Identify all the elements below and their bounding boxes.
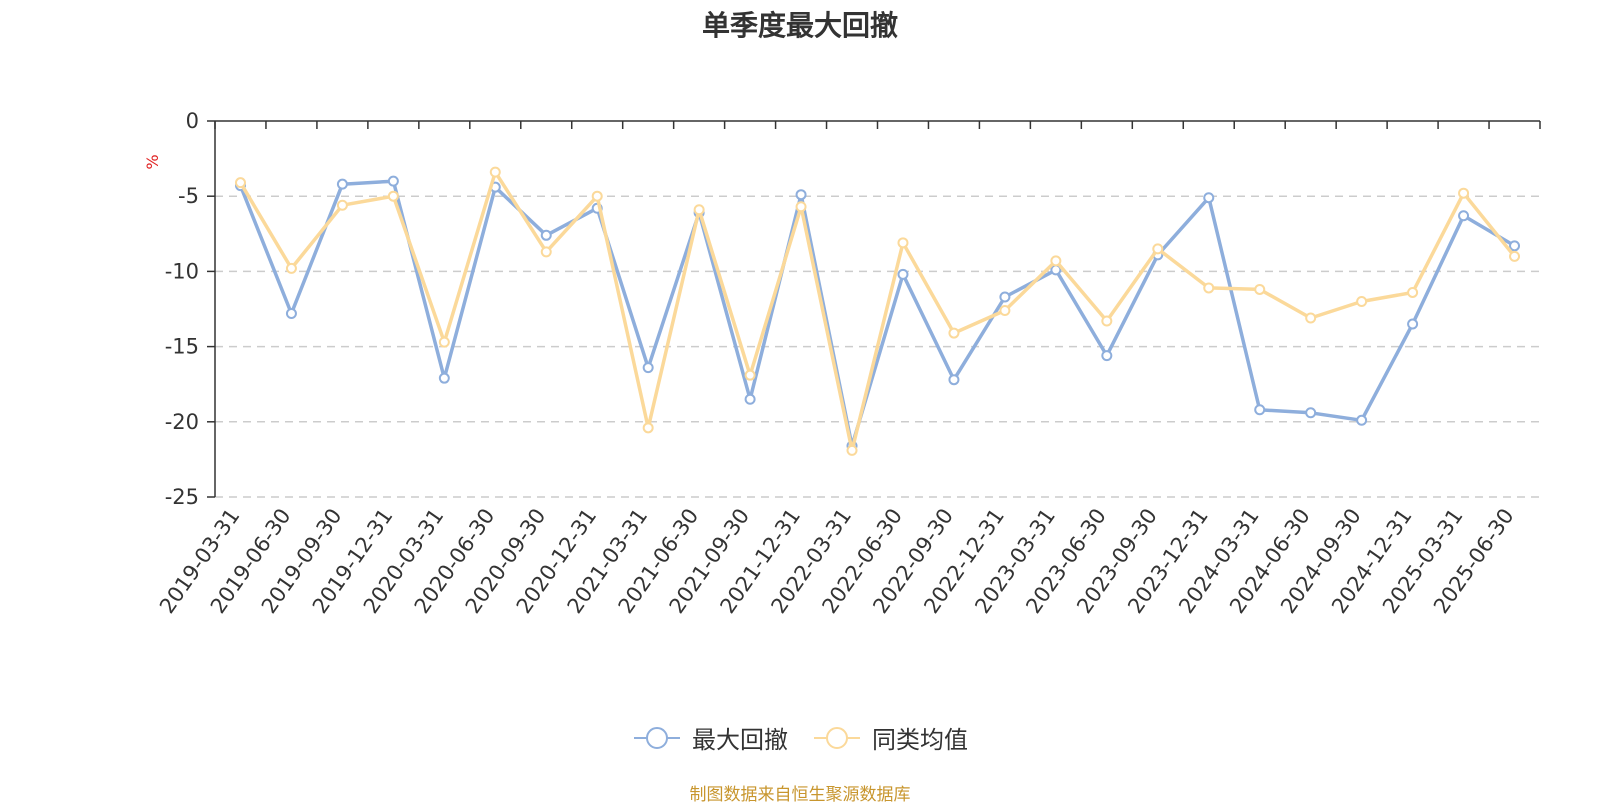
data-point[interactable] bbox=[897, 268, 909, 280]
data-point[interactable] bbox=[591, 190, 603, 202]
data-point[interactable] bbox=[285, 308, 297, 320]
y-tick-label: -5 bbox=[178, 184, 199, 208]
line-chart: 0-5-10-15-20-252019-03-312019-06-302019-… bbox=[143, 109, 1541, 618]
y-tick-label: -20 bbox=[165, 410, 199, 434]
data-point[interactable] bbox=[1458, 210, 1470, 222]
data-point[interactable] bbox=[1203, 282, 1215, 294]
series-line bbox=[238, 170, 1516, 453]
data-point[interactable] bbox=[1509, 240, 1521, 252]
legend: 最大回撤 同类均值 bbox=[0, 720, 1600, 758]
data-point[interactable] bbox=[1458, 187, 1470, 199]
y-tick-label: -10 bbox=[165, 259, 199, 283]
data-point[interactable] bbox=[948, 374, 960, 386]
y-axis-label: % bbox=[143, 154, 162, 169]
data-point[interactable] bbox=[540, 246, 552, 258]
data-point[interactable] bbox=[948, 327, 960, 339]
data-point[interactable] bbox=[285, 262, 297, 274]
data-point[interactable] bbox=[1305, 407, 1317, 419]
data-point[interactable] bbox=[1152, 243, 1164, 255]
data-point[interactable] bbox=[846, 444, 858, 456]
series-lines bbox=[234, 166, 1521, 456]
data-point[interactable] bbox=[999, 291, 1011, 303]
data-point[interactable] bbox=[1254, 404, 1266, 416]
data-point[interactable] bbox=[999, 305, 1011, 317]
y-tick-label: -25 bbox=[165, 485, 199, 509]
data-point[interactable] bbox=[744, 393, 756, 405]
data-point[interactable] bbox=[438, 372, 450, 384]
legend-marker-icon bbox=[634, 726, 680, 749]
data-point[interactable] bbox=[438, 336, 450, 348]
legend-label: 最大回撤 bbox=[692, 726, 788, 754]
data-point[interactable] bbox=[387, 175, 399, 187]
y-tick-label: -15 bbox=[165, 335, 199, 359]
data-point[interactable] bbox=[1356, 295, 1368, 307]
data-point[interactable] bbox=[1407, 286, 1419, 298]
data-point[interactable] bbox=[1356, 414, 1368, 426]
data-point[interactable] bbox=[336, 178, 348, 190]
data-point[interactable] bbox=[1305, 312, 1317, 324]
data-point[interactable] bbox=[1101, 350, 1113, 362]
data-point[interactable] bbox=[693, 204, 705, 216]
data-point[interactable] bbox=[1050, 255, 1062, 267]
data-point[interactable] bbox=[795, 201, 807, 213]
data-point[interactable] bbox=[642, 362, 654, 374]
axes: 0-5-10-15-20-252019-03-312019-06-302019-… bbox=[155, 109, 1541, 618]
data-point[interactable] bbox=[1254, 283, 1266, 295]
data-point[interactable] bbox=[744, 369, 756, 381]
data-point[interactable] bbox=[336, 199, 348, 211]
chart-title: 单季度最大回撤 bbox=[701, 9, 898, 42]
data-point[interactable] bbox=[795, 189, 807, 201]
data-point[interactable] bbox=[1407, 318, 1419, 330]
data-point[interactable] bbox=[540, 229, 552, 241]
legend-item-2[interactable]: 同类均值 bbox=[812, 720, 968, 755]
data-point[interactable] bbox=[1203, 192, 1215, 204]
data-point[interactable] bbox=[387, 190, 399, 202]
data-point[interactable] bbox=[897, 237, 909, 249]
data-point[interactable] bbox=[234, 177, 246, 189]
series-2 bbox=[234, 166, 1521, 456]
source-note: 制图数据来自恒生聚源数据库 bbox=[689, 785, 911, 805]
series-line bbox=[238, 179, 1516, 448]
data-point[interactable] bbox=[1509, 250, 1521, 262]
legend-item-1[interactable]: 最大回撤 bbox=[632, 720, 788, 755]
legend-marker-icon bbox=[814, 726, 860, 749]
y-tick-label: 0 bbox=[186, 109, 199, 133]
legend-label: 同类均值 bbox=[872, 726, 968, 754]
data-point[interactable] bbox=[642, 422, 654, 434]
data-point[interactable] bbox=[489, 166, 501, 178]
data-point[interactable] bbox=[1101, 315, 1113, 327]
